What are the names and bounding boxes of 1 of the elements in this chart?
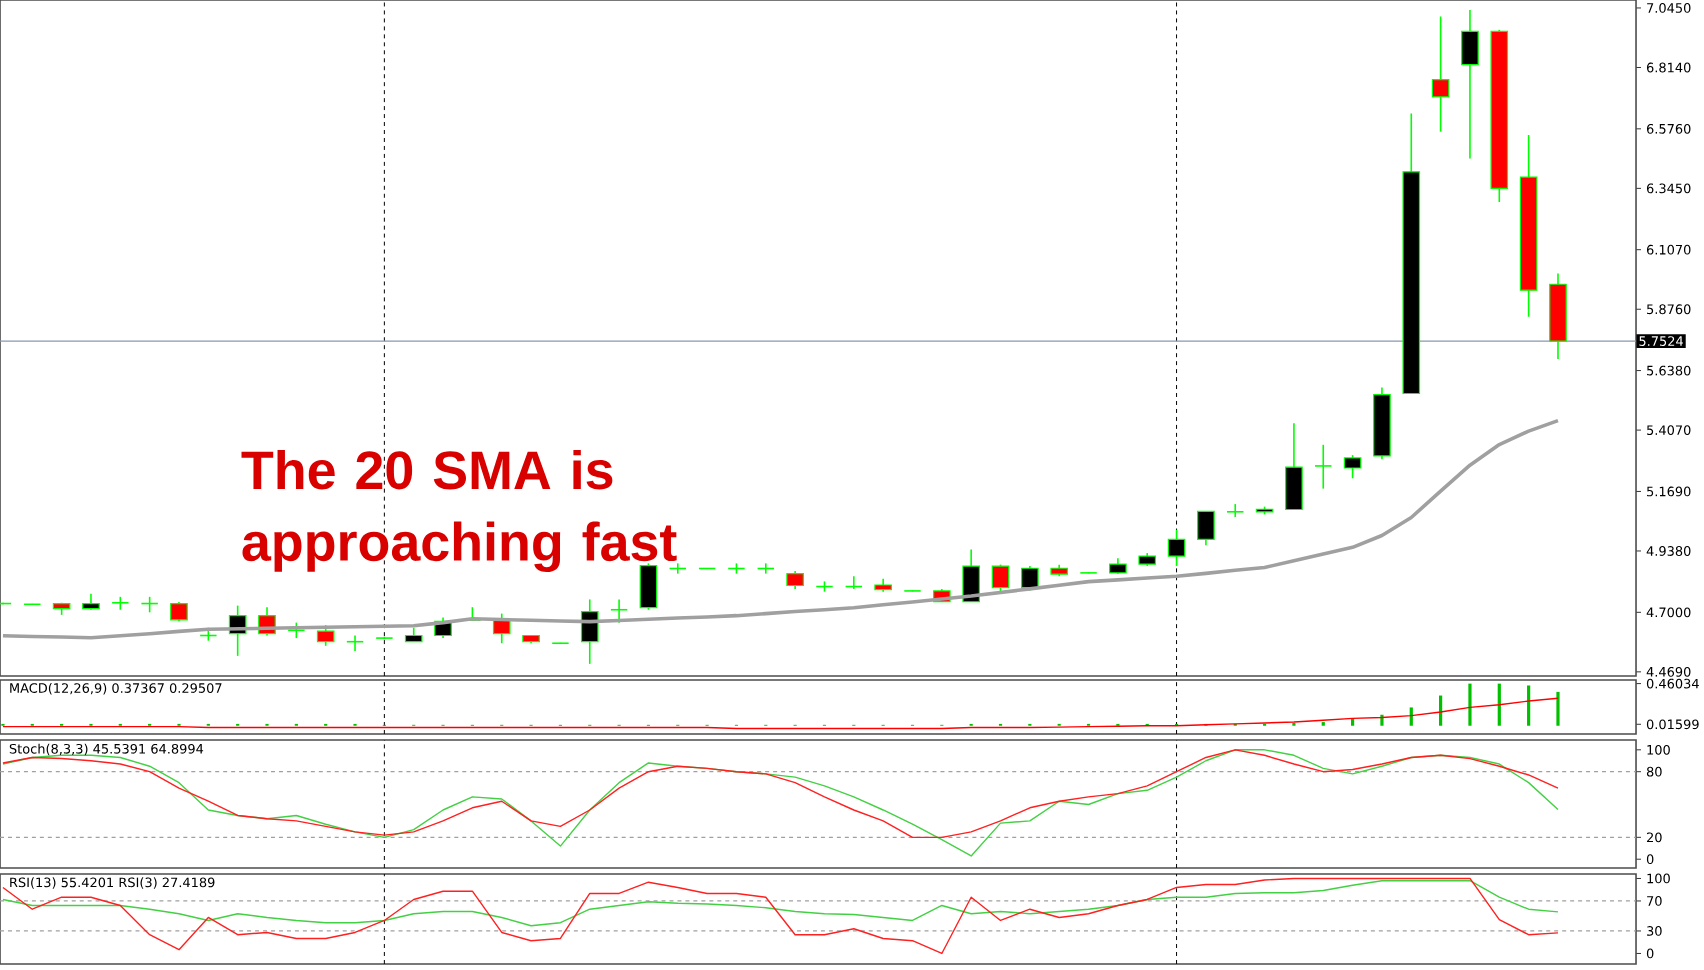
annotation: The 20 SMA is approaching fast: [241, 449, 677, 573]
